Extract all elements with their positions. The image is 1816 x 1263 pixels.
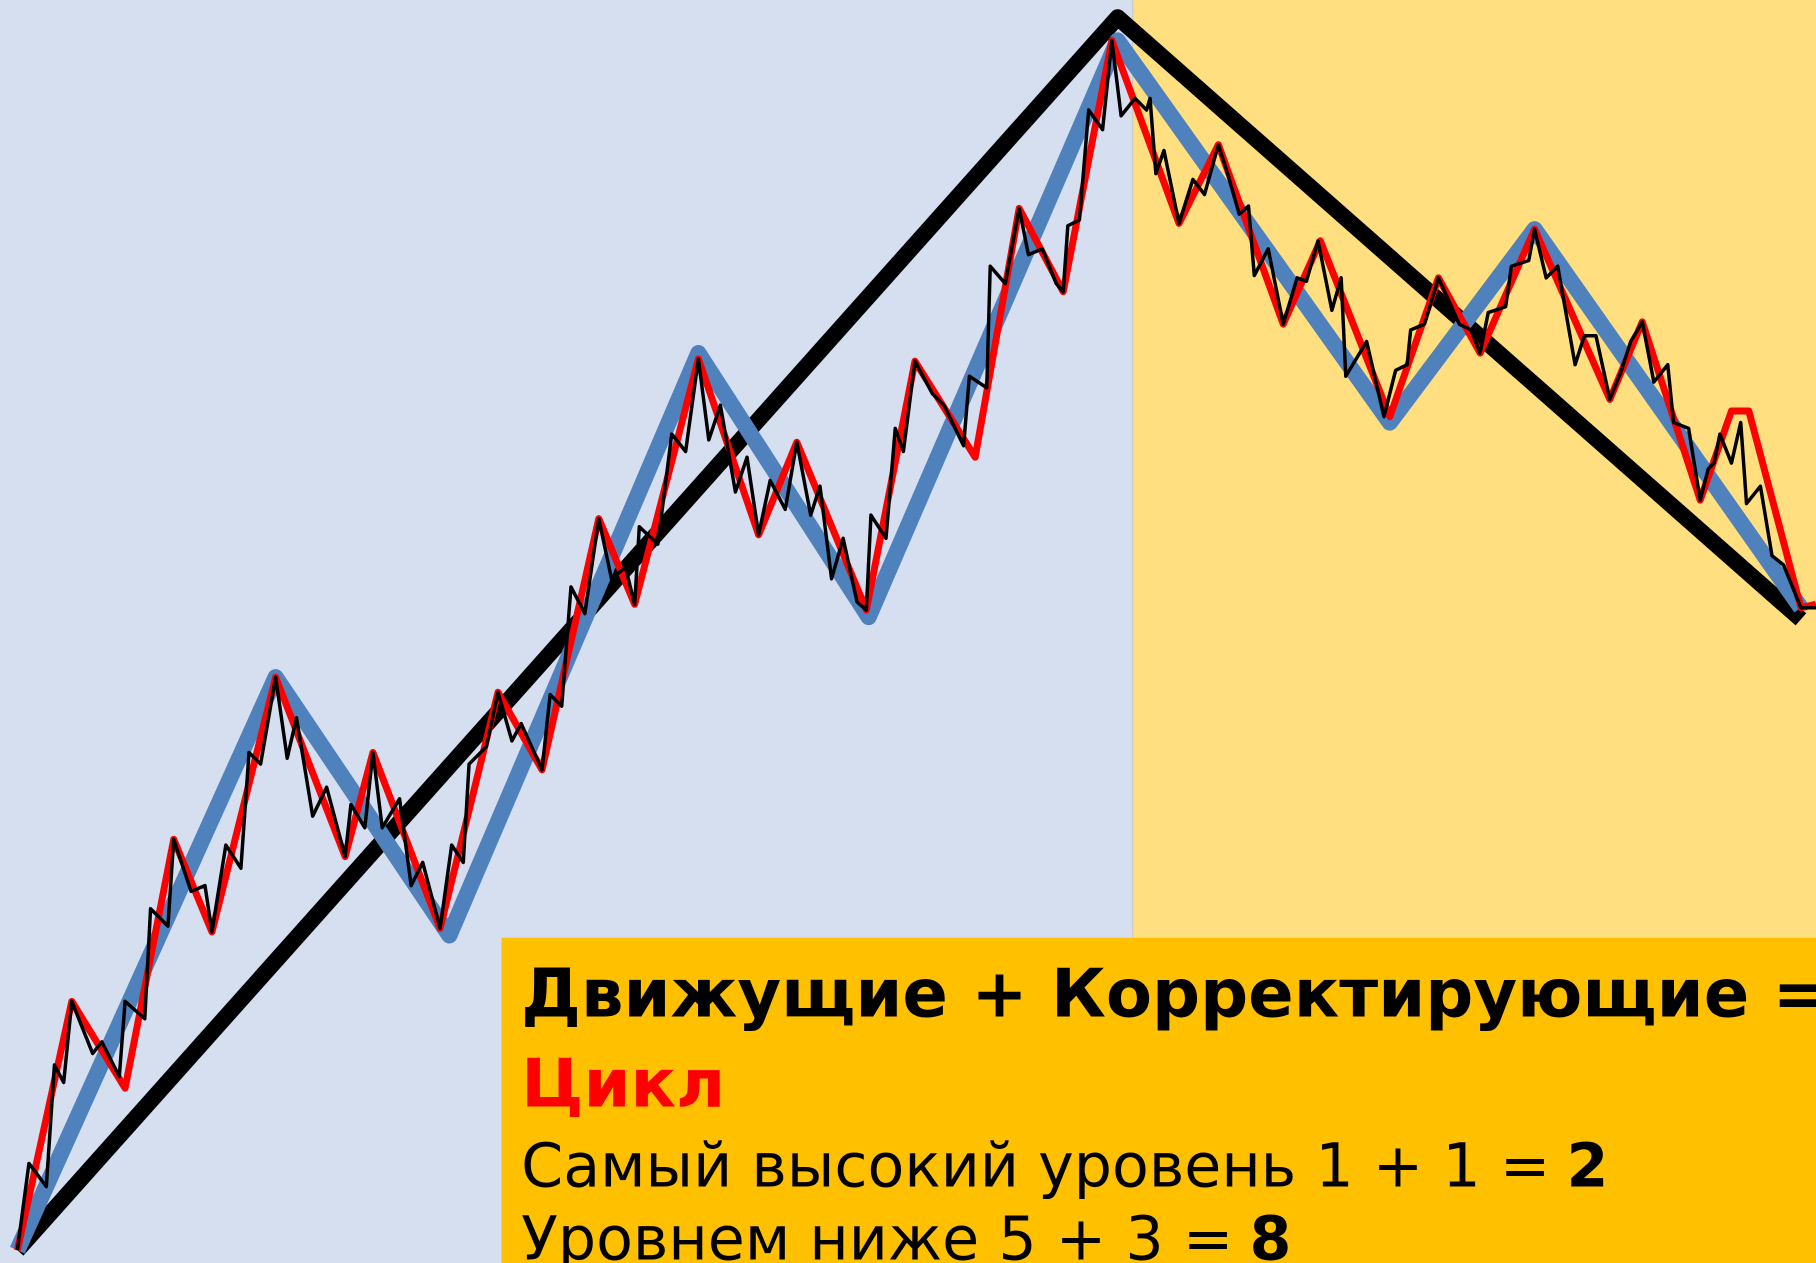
line-total: 8 [1250, 1205, 1292, 1263]
line-text: Уровнем ниже 5 + 3 = [521, 1205, 1233, 1263]
box-heading: Движущие + Корректирующие = [521, 954, 1816, 1032]
line-total: 2 [1567, 1132, 1609, 1202]
text-box [501, 937, 1816, 1263]
box-line: Уровнем ниже 5 + 3 = 8 [521, 1205, 1291, 1263]
line-text: Самый высокий уровень 1 + 1 = [521, 1132, 1550, 1202]
primary-wave [9, 32, 1808, 1254]
box-result: Цикл [521, 1045, 725, 1123]
box-line: Самый высокий уровень 1 + 1 = 2 [521, 1132, 1608, 1202]
minor-wave [15, 38, 1816, 1251]
